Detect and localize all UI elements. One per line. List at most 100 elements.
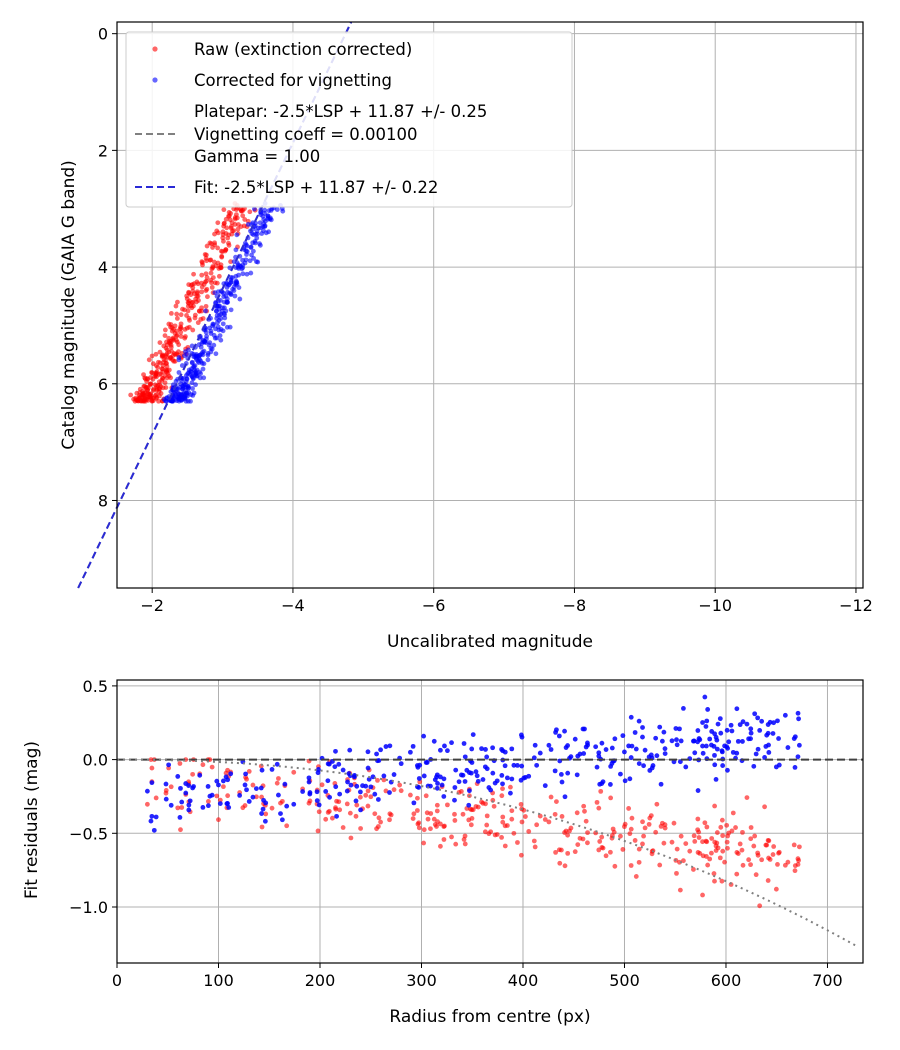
corrected-residual-point: [500, 781, 505, 787]
corrected-residual-point: [148, 818, 154, 824]
raw-point: [189, 300, 195, 305]
raw-residual-point: [759, 857, 765, 863]
raw-residual-point: [596, 847, 602, 853]
corrected-point: [257, 241, 262, 247]
corrected-residual-point: [276, 792, 281, 798]
raw-residual-point: [214, 793, 220, 799]
raw-residual-point: [243, 774, 248, 780]
raw-point: [178, 312, 184, 318]
corrected-residual-point: [596, 750, 602, 756]
raw-residual-point: [434, 808, 440, 814]
top-x-tick-label: −4: [281, 596, 305, 615]
raw-residual-point: [368, 794, 374, 800]
corrected-residual-point: [709, 729, 715, 734]
corrected-residual-point: [307, 790, 313, 795]
corrected-residual-point: [258, 785, 264, 791]
raw-residual-point: [658, 823, 664, 829]
raw-point: [145, 387, 151, 393]
corrected-residual-point: [537, 750, 543, 756]
corrected-residual-point: [599, 740, 605, 746]
raw-point: [215, 245, 220, 251]
bottom-grid: [116, 680, 863, 963]
corrected-residual-point: [647, 768, 653, 773]
raw-point: [157, 360, 163, 366]
corrected-residual-point: [697, 737, 703, 743]
raw-point: [195, 320, 201, 326]
raw-residual-point: [323, 816, 329, 822]
raw-residual-point: [762, 804, 767, 810]
corrected-residual-point: [519, 763, 525, 769]
corrected-residual-point: [705, 707, 711, 712]
corrected-point: [205, 357, 211, 363]
corrected-residual-point: [225, 800, 230, 806]
raw-point: [174, 339, 180, 345]
raw-residual-point: [358, 826, 363, 831]
raw-point: [135, 398, 141, 404]
raw-residual-point: [649, 851, 655, 857]
corrected-residual-point: [755, 746, 761, 752]
raw-point: [157, 382, 163, 388]
corrected-residual-point: [553, 729, 558, 735]
raw-residual-point: [647, 815, 653, 821]
raw-residual-point: [462, 833, 468, 839]
corrected-residual-point: [677, 726, 682, 732]
corrected-residual-point: [709, 742, 714, 748]
bottom-y-axis-label: Fit residuals (mag): [22, 741, 42, 899]
raw-point: [190, 285, 196, 291]
bottom-x-tick-label: 500: [609, 971, 640, 990]
raw-residual-point: [796, 844, 802, 850]
raw-residual-point: [636, 859, 642, 865]
raw-residual-point: [748, 825, 754, 830]
corrected-residual-point: [654, 753, 660, 759]
corrected-point: [234, 260, 240, 266]
raw-point: [160, 366, 166, 372]
raw-residual-point: [490, 797, 496, 803]
corrected-residual-point: [642, 747, 648, 753]
corrected-residual-point: [306, 775, 312, 781]
bottom-x-tick-label: 300: [406, 971, 437, 990]
corrected-residual-point: [531, 755, 537, 761]
bottom-y-tick-label: −0.5: [69, 824, 108, 843]
corrected-residual-point: [620, 733, 626, 739]
bottom-x-tick-label: 100: [203, 971, 234, 990]
raw-residual-point: [739, 847, 745, 853]
raw-residual-point: [711, 871, 717, 876]
corrected-residual-point: [532, 742, 538, 748]
raw-residual-point: [709, 836, 715, 841]
raw-point: [141, 390, 147, 396]
corrected-point: [215, 324, 221, 330]
corrected-residual-point: [725, 767, 730, 773]
raw-point: [137, 390, 143, 395]
corrected-residual-point: [662, 751, 668, 757]
corrected-residual-point: [431, 738, 437, 744]
corrected-residual-point: [504, 775, 510, 781]
corrected-point: [211, 342, 217, 348]
corrected-residual-point: [753, 751, 759, 757]
corrected-residual-point: [282, 781, 288, 787]
bottom-y-ticks: 0.5 0.0 −0.5 −1.0: [69, 677, 117, 917]
raw-point: [203, 303, 209, 309]
corrected-residual-point: [424, 760, 430, 765]
raw-residual-point: [735, 851, 741, 856]
corrected-residual-point: [515, 763, 520, 768]
corrected-residual-point: [559, 779, 565, 785]
corrected-residual-point: [348, 782, 354, 788]
corrected-residual-point: [458, 772, 464, 778]
corrected-residual-point: [316, 802, 322, 808]
corrected-residual-point: [197, 772, 203, 778]
raw-residual-point: [179, 805, 185, 810]
raw-residual-point: [153, 795, 159, 801]
raw-residual-point: [375, 777, 380, 783]
corrected-residual-point: [751, 763, 757, 769]
raw-residual-point: [792, 868, 798, 874]
raw-residual-point: [594, 799, 600, 805]
raw-residual-point: [640, 841, 645, 847]
raw-point: [143, 376, 148, 382]
raw-point: [162, 380, 168, 386]
raw-residual-point: [661, 840, 667, 846]
raw-residual-point: [717, 855, 723, 861]
raw-residual-point: [628, 863, 634, 868]
raw-residual-point: [603, 853, 609, 859]
corrected-residual-point: [461, 741, 467, 746]
corrected-residual-point: [519, 734, 525, 740]
